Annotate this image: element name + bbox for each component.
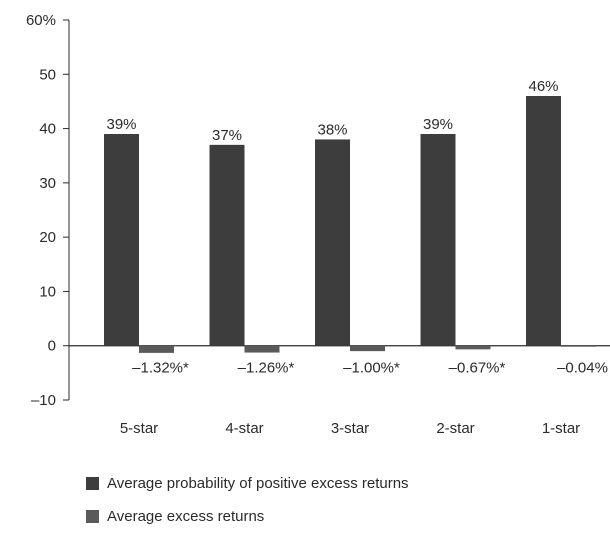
y-tick-label: 20 — [39, 229, 56, 246]
bar-probability — [420, 134, 456, 346]
bar-probability — [315, 139, 350, 346]
data-label-excess-returns: –1.26%* — [238, 360, 295, 377]
bar-excess-returns — [455, 345, 491, 350]
data-label-probability: 39% — [423, 116, 453, 133]
y-tick-label: 50 — [39, 66, 56, 83]
legend-swatch-probability — [86, 477, 99, 490]
y-tick-label: 40 — [39, 121, 56, 138]
y-tick-label: 60% — [26, 12, 56, 29]
y-tick-label: –10 — [31, 392, 56, 409]
x-category-label: 1-star — [542, 420, 580, 437]
legend: Average probability of positive excess r… — [86, 473, 409, 539]
data-label-excess-returns: –1.32%* — [132, 360, 189, 377]
bar-excess-returns — [244, 345, 280, 353]
legend-label-probability: Average probability of positive excess r… — [107, 475, 409, 492]
bar-chart: –10 0 10 20 30 40 50 60% 39% –1.32%* 5-star 37% –1.2… — [26, 12, 610, 437]
legend-label-excess-returns: Average excess returns — [107, 508, 265, 525]
data-label-excess-returns: –1.00%* — [343, 360, 400, 377]
y-tick-label: 0 — [48, 338, 56, 355]
x-category-label: 4-star — [225, 420, 263, 437]
data-label-excess-returns: –0.67%* — [449, 360, 506, 377]
data-label-excess-returns: –0.04% — [557, 360, 608, 377]
bar-probability — [526, 96, 561, 346]
bar-excess-returns — [561, 345, 596, 347]
data-label-probability: 46% — [528, 78, 558, 95]
bar-excess-returns — [139, 345, 174, 353]
x-category-label: 3-star — [331, 420, 369, 437]
data-label-probability: 37% — [212, 127, 242, 144]
legend-item-probability: Average probability of positive excess r… — [86, 473, 409, 494]
data-label-probability: 38% — [317, 121, 347, 138]
x-category-label: 2-star — [436, 420, 474, 437]
data-label-probability: 39% — [106, 116, 136, 133]
legend-swatch-excess-returns — [86, 510, 99, 523]
y-tick-label: 30 — [39, 175, 56, 192]
legend-item-excess-returns: Average excess returns — [86, 506, 409, 527]
bar-probability — [209, 144, 245, 346]
bar-excess-returns — [350, 345, 385, 352]
x-category-label: 5-star — [120, 420, 158, 437]
y-tick-label: 10 — [39, 283, 56, 300]
bar-probability — [104, 134, 139, 346]
